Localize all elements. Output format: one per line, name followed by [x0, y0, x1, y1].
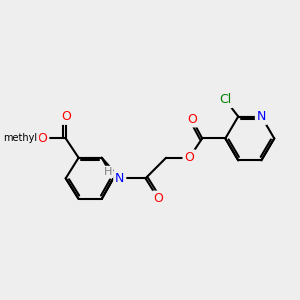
- Text: O: O: [61, 110, 70, 123]
- Text: N: N: [257, 110, 266, 123]
- Text: O: O: [154, 192, 163, 206]
- Text: methyl: methyl: [4, 134, 38, 143]
- Text: H: H: [104, 167, 112, 177]
- Text: Cl: Cl: [219, 93, 232, 106]
- Text: N: N: [115, 172, 124, 185]
- Text: O: O: [187, 112, 197, 126]
- Text: O: O: [184, 151, 194, 164]
- Text: O: O: [38, 132, 47, 145]
